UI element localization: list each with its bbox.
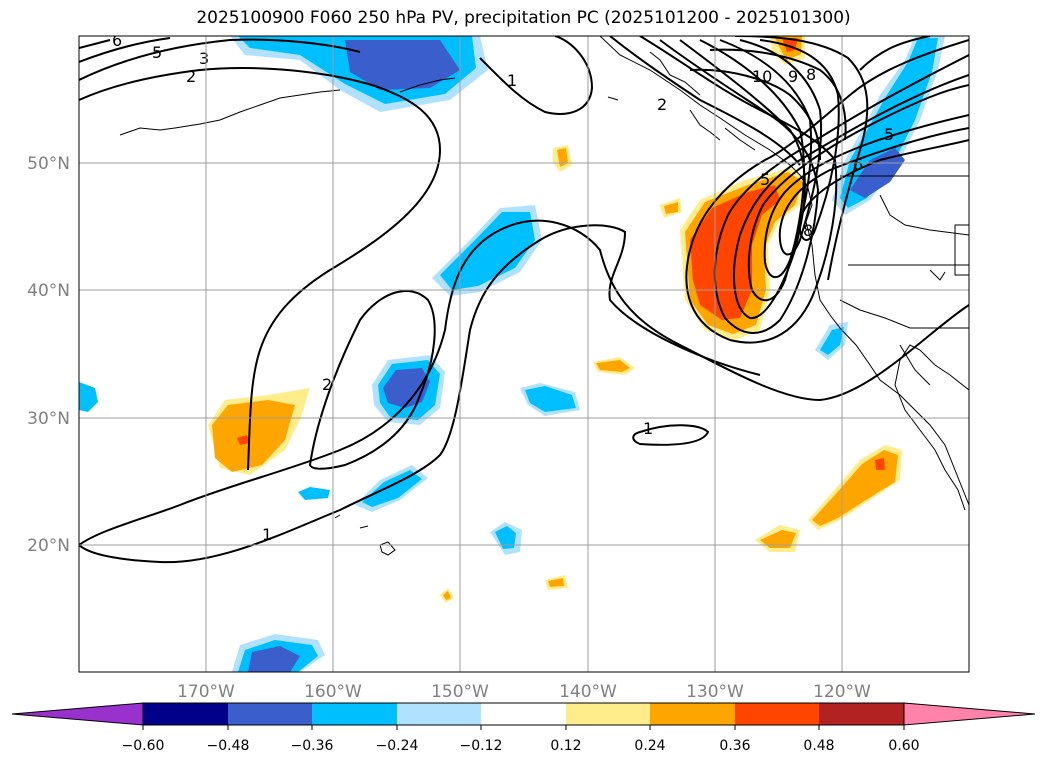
lon-label-130w: 130°W [686,682,744,702]
colorbar-tick-label: 0.24 [634,738,665,754]
contour-label: 5 [152,43,162,62]
pv-contours [79,36,969,564]
colorbar-segment [397,703,481,725]
lon-label-170w: 170°W [177,682,235,702]
lat-label-20n: 20°N [27,536,70,556]
contour-label: 2 [657,95,667,114]
colorbar-segment [143,703,228,725]
colorbar-segment [312,703,397,725]
lat-label-30n: 30°N [27,409,70,429]
map-title: 2025100900 F060 250 hPa PV, precipitatio… [196,8,851,28]
contour-label: 5 [884,125,894,144]
contour-label: 1 [262,525,272,544]
colorbar: −0.60 −0.48 −0.36 −0.24 −0.12 0.12 0.24 … [11,702,1036,754]
contour-label: 5 [760,170,770,189]
lon-label-150w: 150°W [431,682,489,702]
contour-label: 2 [186,67,196,86]
lon-label-160w: 160°W [304,682,362,702]
precip-neg-west-edge [79,382,98,412]
colorbar-segment [481,703,566,725]
colorbar-tick-label: −0.12 [460,738,503,754]
lat-label-40n: 40°N [27,281,70,301]
gridlines [79,36,969,672]
contour-label: 1 [643,419,653,438]
pv-contour-1-west [79,66,442,471]
contour-label: 8 [806,65,816,84]
contour-label: 8 [803,221,813,240]
colorbar-tick-label: −0.36 [291,738,334,754]
colorbar-tick-label: 0.36 [719,738,750,754]
colorbar-extend-right [903,702,1036,726]
pv-contour-1-main [79,219,969,546]
colorbar-tick-label: 0.60 [888,738,919,754]
map-frame [78,35,970,673]
colorbar-tick-label: 0.48 [803,738,834,754]
colorbar-segment [228,703,312,725]
pv-contour-1-loop [79,224,761,564]
colorbar-extend-left [11,702,144,726]
contour-labels: 6 5 3 2 1 10 9 8 2 5 6 5 8 2 1 1 [112,31,894,544]
colorbar-segment [650,703,735,725]
lon-label-140w: 140°W [559,682,617,702]
pv-contour-2-center [308,290,436,470]
map-area: 6 5 3 2 1 10 9 8 2 5 6 5 8 2 1 1 [79,31,969,672]
contour-label: 6 [112,31,122,50]
lon-labels: 170°W 160°W 150°W 140°W 130°W 120°W [177,682,871,702]
contour-label: 9 [788,67,798,86]
lat-label-50n: 50°N [27,154,70,174]
contour-label: 10 [752,67,772,86]
contour-label: 2 [322,375,332,394]
colorbar-tick-label: −0.60 [122,738,165,754]
contour-label: 1 [507,71,517,90]
colorbar-segment [735,703,819,725]
pv-trough-outer [639,36,969,344]
colorbar-tick-label: −0.48 [207,738,250,754]
colorbar-segment [566,703,650,725]
colorbar-tick-label: 0.12 [550,738,581,754]
contour-label: 3 [199,49,209,68]
colorbar-tick-label: −0.24 [376,738,419,754]
lon-label-120w: 120°W [813,682,871,702]
lat-labels: 50°N 40°N 30°N 20°N [27,154,70,556]
colorbar-segment [819,703,904,725]
contour-label: 6 [853,155,863,174]
precip-negative-areas [79,36,945,672]
